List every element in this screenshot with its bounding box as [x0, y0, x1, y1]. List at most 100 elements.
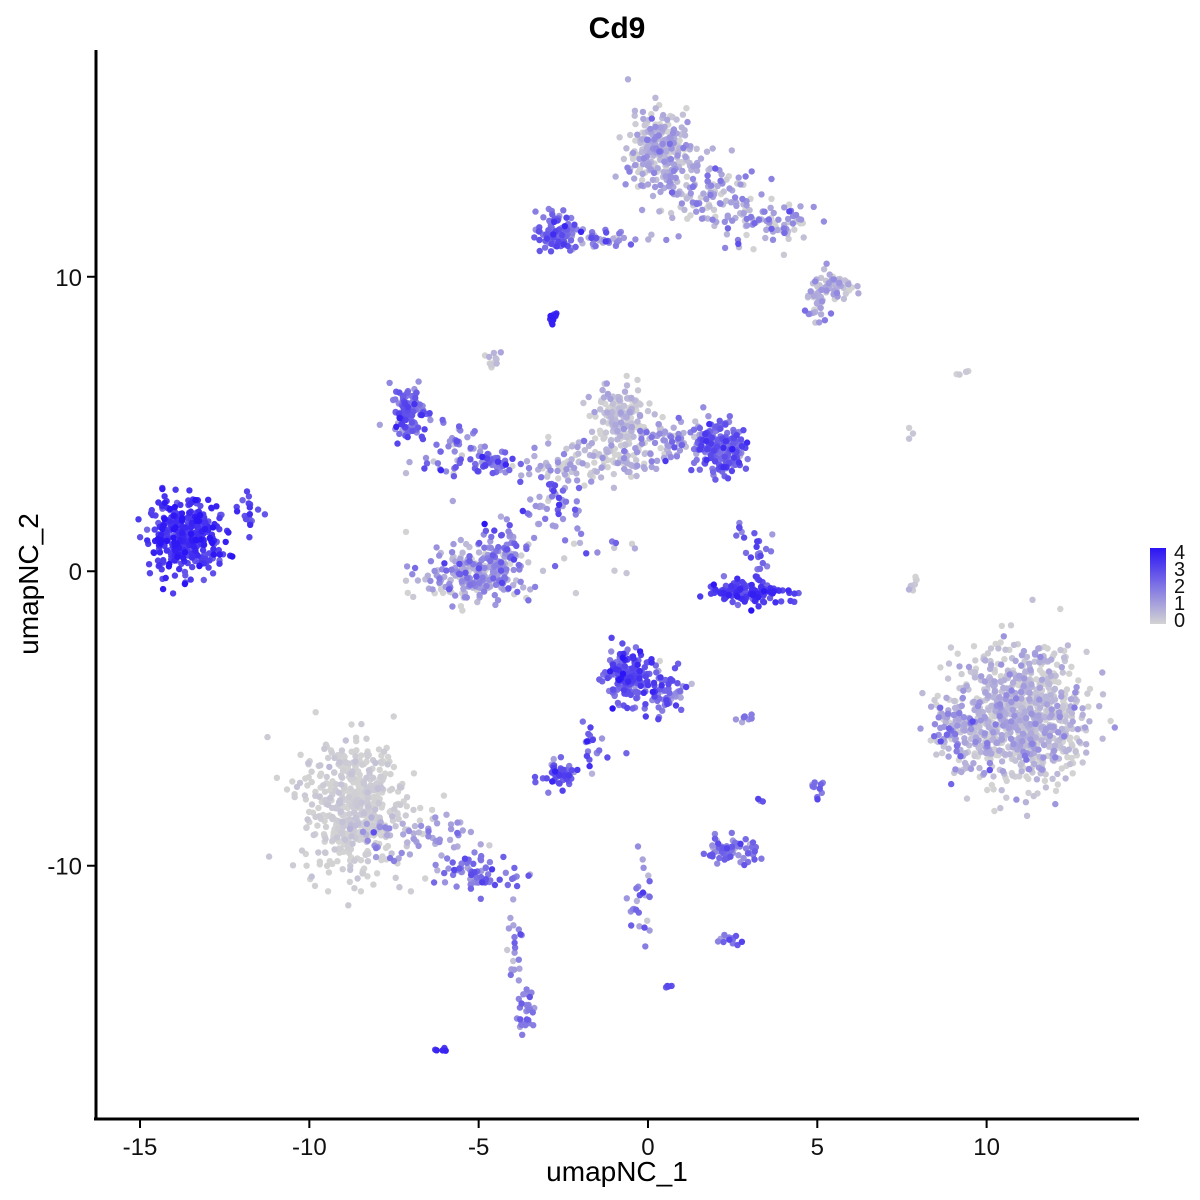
cell-point [735, 174, 742, 181]
cell-point [555, 494, 563, 501]
cell-point [456, 865, 463, 872]
cell-point [1026, 695, 1033, 703]
cell-point [457, 555, 464, 563]
cell-point [617, 432, 624, 440]
cell-point [675, 435, 682, 442]
cell-point [905, 424, 913, 432]
cell-point [315, 849, 322, 856]
cell-point [678, 200, 686, 207]
cell-point [1018, 695, 1025, 702]
cell-point [972, 657, 979, 664]
cell-point [1013, 796, 1020, 803]
cell-point [1086, 718, 1093, 725]
cell-point [931, 733, 938, 740]
cell-point [642, 943, 649, 950]
cell-point [532, 208, 539, 215]
cell-point [181, 580, 189, 588]
cell-point [573, 470, 580, 477]
cell-point [491, 881, 499, 889]
cell-point [359, 761, 366, 768]
cell-point [801, 307, 809, 314]
cell-point [163, 547, 170, 554]
colorbar-label: 2 [1174, 576, 1185, 598]
cell-point [696, 446, 703, 453]
cell-point [1008, 698, 1015, 706]
cell-point [675, 430, 682, 438]
cell-point [159, 557, 167, 565]
cell-point [624, 76, 632, 83]
cell-point [399, 820, 406, 827]
cell-point [551, 482, 559, 489]
cell-point [1036, 704, 1044, 712]
cell-point [751, 848, 758, 855]
cell-point [515, 995, 522, 1003]
cell-point [322, 823, 330, 831]
cell-point [549, 211, 556, 218]
cell-point [678, 441, 685, 449]
cell-point [702, 430, 709, 438]
cell-point [766, 594, 774, 602]
cell-point [755, 795, 762, 803]
cell-point [358, 720, 365, 728]
cell-point [1007, 718, 1015, 725]
cell-point [149, 511, 156, 519]
x-tick-label: -10 [292, 1134, 327, 1161]
cell-point [577, 530, 585, 537]
cell-point [814, 796, 821, 803]
cell-point [335, 789, 342, 796]
cell-point [772, 599, 779, 606]
cell-point [707, 191, 714, 199]
cell-point [1045, 668, 1053, 675]
cell-point [205, 564, 212, 571]
colorbar-label: 3 [1174, 559, 1185, 581]
cell-point [619, 654, 626, 661]
cell-point [628, 665, 636, 672]
cell-point [1046, 680, 1053, 688]
cell-point [561, 772, 568, 779]
cell-point [751, 220, 758, 227]
cell-point [729, 445, 736, 453]
cell-point [645, 872, 652, 879]
cell-point [599, 386, 606, 394]
cell-point [757, 552, 764, 559]
cell-point [1000, 633, 1007, 640]
cell-point [410, 835, 418, 843]
cell-point [1019, 730, 1027, 737]
cell-point [855, 290, 862, 297]
cell-point [800, 234, 807, 241]
cell-point [527, 586, 534, 593]
cell-point [151, 526, 158, 533]
cell-point [1033, 776, 1041, 783]
cell-point [571, 506, 579, 513]
cell-point [1069, 770, 1076, 777]
cell-point [608, 442, 615, 449]
cell-point [545, 481, 553, 488]
cell-point [515, 561, 522, 569]
cell-point [162, 574, 169, 582]
cell-point [291, 793, 298, 801]
cell-point [999, 722, 1007, 729]
cell-point [627, 131, 634, 139]
cell-point [708, 434, 716, 441]
cell-point [917, 725, 924, 732]
cell-point [421, 465, 428, 472]
x-tick-label: 10 [973, 1134, 1000, 1161]
cell-point [658, 682, 665, 689]
cell-point [988, 661, 995, 668]
cell-point [518, 1000, 525, 1007]
cell-point [667, 155, 675, 163]
cell-point [301, 792, 309, 799]
cell-point [594, 549, 601, 556]
cell-point [209, 524, 217, 531]
cell-point [737, 840, 744, 847]
cell-point [945, 745, 952, 752]
cell-point [588, 770, 596, 777]
cell-point [199, 546, 207, 554]
cell-point [1038, 676, 1046, 683]
cell-point [396, 414, 403, 422]
cell-point [623, 895, 630, 902]
cell-point [205, 496, 212, 503]
cell-point [612, 421, 619, 429]
cell-point [417, 804, 424, 812]
